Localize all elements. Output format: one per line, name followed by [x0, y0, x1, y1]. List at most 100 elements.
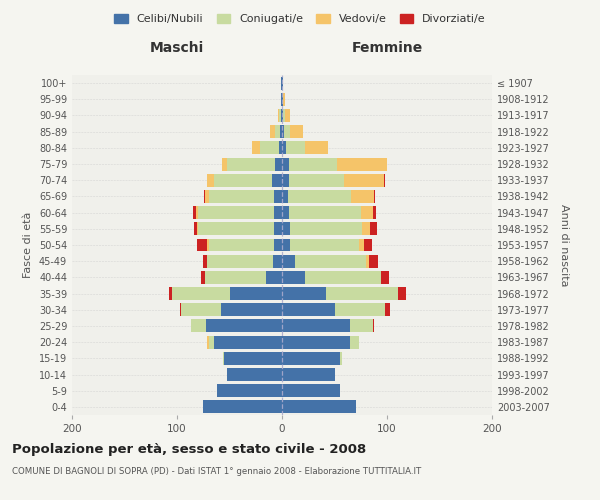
Bar: [278, 109, 279, 122]
Bar: [281, 76, 282, 90]
Bar: [284, 125, 290, 138]
Text: COMUNE DI BAGNOLI DI SOPRA (PD) - Dati ISTAT 1° gennaio 2008 - Elaborazione TUTT: COMUNE DI BAGNOLI DI SOPRA (PD) - Dati I…: [12, 468, 421, 476]
Bar: [398, 287, 406, 300]
Bar: [227, 368, 282, 381]
Bar: [373, 206, 377, 219]
Bar: [208, 336, 209, 348]
Bar: [172, 287, 229, 300]
Bar: [384, 174, 385, 186]
Bar: [282, 206, 289, 219]
Bar: [275, 125, 280, 138]
Bar: [251, 142, 260, 154]
Bar: [337, 158, 387, 170]
Bar: [282, 238, 290, 252]
Bar: [222, 158, 227, 170]
Bar: [260, 142, 279, 154]
Bar: [282, 142, 286, 154]
Bar: [197, 238, 208, 252]
Bar: [208, 174, 214, 186]
Bar: [282, 400, 355, 413]
Bar: [374, 190, 376, 203]
Bar: [196, 206, 198, 219]
Bar: [385, 304, 390, 316]
Bar: [169, 287, 172, 300]
Text: Femmine: Femmine: [352, 41, 422, 55]
Y-axis label: Anni di nascita: Anni di nascita: [559, 204, 569, 286]
Bar: [221, 304, 282, 316]
Bar: [274, 190, 282, 203]
Bar: [289, 206, 361, 219]
Bar: [282, 254, 295, 268]
Bar: [282, 222, 290, 235]
Bar: [283, 93, 285, 106]
Bar: [223, 352, 224, 365]
Bar: [208, 254, 272, 268]
Bar: [285, 109, 290, 122]
Bar: [282, 158, 289, 170]
Bar: [274, 206, 282, 219]
Bar: [209, 336, 214, 348]
Bar: [208, 238, 209, 252]
Bar: [286, 142, 305, 154]
Bar: [266, 271, 282, 284]
Bar: [274, 238, 282, 252]
Bar: [290, 238, 359, 252]
Bar: [201, 271, 205, 284]
Bar: [194, 222, 197, 235]
Bar: [282, 287, 326, 300]
Bar: [282, 271, 305, 284]
Bar: [364, 238, 372, 252]
Bar: [180, 304, 181, 316]
Bar: [271, 174, 282, 186]
Bar: [191, 320, 206, 332]
Bar: [351, 190, 374, 203]
Bar: [282, 125, 284, 138]
Bar: [281, 109, 282, 122]
Bar: [279, 142, 282, 154]
Bar: [206, 320, 282, 332]
Bar: [279, 109, 281, 122]
Bar: [290, 222, 362, 235]
Text: Maschi: Maschi: [150, 41, 204, 55]
Bar: [289, 158, 337, 170]
Bar: [205, 190, 209, 203]
Y-axis label: Fasce di età: Fasce di età: [23, 212, 33, 278]
Bar: [289, 174, 344, 186]
Bar: [282, 93, 283, 106]
Bar: [224, 352, 282, 365]
Bar: [271, 125, 275, 138]
Bar: [193, 206, 196, 219]
Bar: [350, 336, 359, 348]
Bar: [205, 271, 266, 284]
Text: Popolazione per età, sesso e stato civile - 2008: Popolazione per età, sesso e stato civil…: [12, 442, 366, 456]
Bar: [203, 254, 208, 268]
Legend: Celibi/Nubili, Coniugati/e, Vedovi/e, Divorziati/e: Celibi/Nubili, Coniugati/e, Vedovi/e, Di…: [111, 10, 489, 28]
Bar: [282, 190, 289, 203]
Bar: [229, 287, 282, 300]
Bar: [198, 222, 274, 235]
Bar: [370, 222, 377, 235]
Bar: [282, 304, 335, 316]
Bar: [198, 206, 274, 219]
Bar: [197, 222, 198, 235]
Bar: [381, 271, 389, 284]
Bar: [359, 238, 364, 252]
Bar: [344, 174, 384, 186]
Bar: [280, 125, 282, 138]
Bar: [282, 384, 340, 397]
Bar: [227, 158, 275, 170]
Bar: [217, 384, 282, 397]
Bar: [295, 254, 366, 268]
Bar: [209, 238, 274, 252]
Bar: [282, 76, 283, 90]
Bar: [181, 304, 221, 316]
Bar: [289, 190, 352, 203]
Bar: [272, 254, 282, 268]
Bar: [361, 206, 373, 219]
Bar: [275, 158, 282, 170]
Bar: [326, 287, 398, 300]
Bar: [282, 368, 335, 381]
Bar: [362, 222, 370, 235]
Bar: [282, 352, 340, 365]
Bar: [274, 222, 282, 235]
